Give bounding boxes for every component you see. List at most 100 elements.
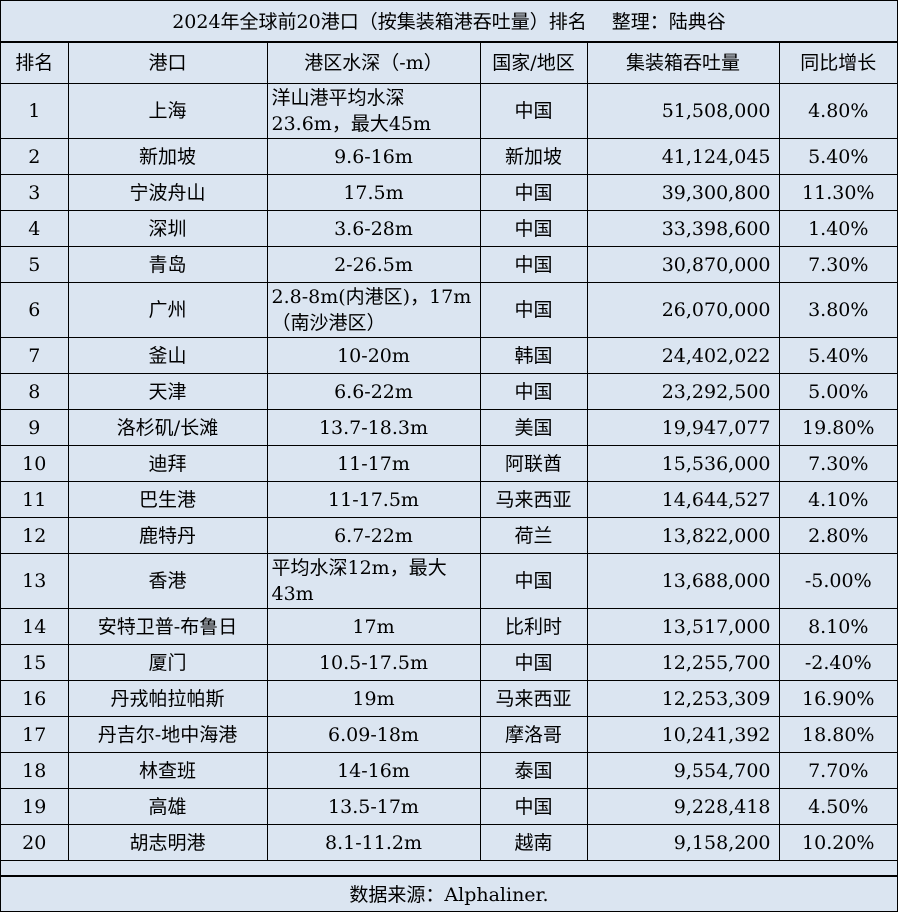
- table-body: 1 上海 洋山港平均水深23.6m，最大45m 中国 51,508,000 4.…: [1, 83, 897, 861]
- throughput-cell: 9,158,200: [586, 824, 780, 861]
- header-throughput: 集装箱吞吐量: [586, 43, 780, 84]
- rank-cell: 17: [1, 716, 69, 753]
- table-row: 5 青岛 2-26.5m 中国 30,870,000 7.30%: [1, 246, 897, 283]
- table-row: 3 宁波舟山 17.5m 中国 39,300,800 11.30%: [1, 174, 897, 211]
- depth-cell: 2.8-8m(内港区)，17m（南沙港区）: [266, 282, 481, 338]
- throughput-cell: 51,508,000: [586, 83, 780, 139]
- port-cell: 丹吉尔-地中海港: [67, 716, 268, 753]
- port-ranking-table: 排名 港口 港区水深（-m） 国家/地区 集装箱吞吐量 同比增长 1 上海 洋山…: [1, 43, 897, 861]
- rank-cell: 4: [1, 210, 69, 247]
- rank-cell: 18: [1, 752, 69, 789]
- growth-cell: 7.30%: [778, 246, 897, 283]
- table-row: 1 上海 洋山港平均水深23.6m，最大45m 中国 51,508,000 4.…: [1, 83, 897, 139]
- throughput-cell: 12,255,700: [586, 644, 780, 681]
- depth-cell: 6.09-18m: [266, 716, 481, 753]
- port-cell: 高雄: [67, 788, 268, 825]
- depth-cell: 17m: [266, 608, 481, 645]
- rank-cell: 15: [1, 644, 69, 681]
- throughput-cell: 9,228,418: [586, 788, 780, 825]
- port-cell: 安特卫普-布鲁日: [67, 608, 268, 645]
- growth-cell: -5.00%: [778, 553, 897, 609]
- growth-cell: 18.80%: [778, 716, 897, 753]
- port-cell: 天津: [67, 373, 268, 410]
- country-cell: 中国: [479, 282, 588, 338]
- rank-cell: 11: [1, 481, 69, 518]
- growth-cell: 19.80%: [778, 409, 897, 446]
- throughput-cell: 26,070,000: [586, 282, 780, 338]
- depth-cell: 10.5-17.5m: [266, 644, 481, 681]
- table-row: 14 安特卫普-布鲁日 17m 比利时 13,517,000 8.10%: [1, 608, 897, 645]
- country-cell: 韩国: [479, 337, 588, 374]
- rank-cell: 5: [1, 246, 69, 283]
- depth-cell: 2-26.5m: [266, 246, 481, 283]
- country-cell: 中国: [479, 553, 588, 609]
- growth-cell: 2.80%: [778, 517, 897, 554]
- throughput-cell: 15,536,000: [586, 445, 780, 482]
- port-cell: 深圳: [67, 210, 268, 247]
- country-cell: 中国: [479, 210, 588, 247]
- header-growth: 同比增长: [778, 43, 897, 84]
- table-title: 2024年全球前20港口（按集装箱港吞吐量）排名 整理：陆典谷: [1, 1, 897, 43]
- country-cell: 马来西亚: [479, 481, 588, 518]
- growth-cell: 3.80%: [778, 282, 897, 338]
- country-cell: 中国: [479, 174, 588, 211]
- throughput-cell: 23,292,500: [586, 373, 780, 410]
- depth-cell: 19m: [266, 680, 481, 717]
- growth-cell: 7.70%: [778, 752, 897, 789]
- depth-cell: 8.1-11.2m: [266, 824, 481, 861]
- port-cell: 巴生港: [67, 481, 268, 518]
- port-cell: 釜山: [67, 337, 268, 374]
- table-row: 15 厦门 10.5-17.5m 中国 12,255,700 -2.40%: [1, 644, 897, 681]
- country-cell: 中国: [479, 83, 588, 139]
- throughput-cell: 24,402,022: [586, 337, 780, 374]
- header-country: 国家/地区: [479, 43, 588, 84]
- growth-cell: 7.30%: [778, 445, 897, 482]
- rank-cell: 9: [1, 409, 69, 446]
- depth-cell: 13.5-17m: [266, 788, 481, 825]
- throughput-cell: 9,554,700: [586, 752, 780, 789]
- port-cell: 宁波舟山: [67, 174, 268, 211]
- port-cell: 新加坡: [67, 138, 268, 175]
- throughput-cell: 12,253,309: [586, 680, 780, 717]
- depth-cell: 14-16m: [266, 752, 481, 789]
- table-row: 17 丹吉尔-地中海港 6.09-18m 摩洛哥 10,241,392 18.8…: [1, 716, 897, 753]
- country-cell: 中国: [479, 246, 588, 283]
- growth-cell: 10.20%: [778, 824, 897, 861]
- depth-cell: 11-17m: [266, 445, 481, 482]
- data-source-note: 数据来源：Alphaliner.: [1, 875, 897, 911]
- growth-cell: 11.30%: [778, 174, 897, 211]
- rank-cell: 2: [1, 138, 69, 175]
- header-rank: 排名: [1, 43, 69, 84]
- throughput-cell: 13,688,000: [586, 553, 780, 609]
- depth-cell: 13.7-18.3m: [266, 409, 481, 446]
- depth-cell: 平均水深12m，最大43m: [266, 553, 481, 609]
- country-cell: 中国: [479, 788, 588, 825]
- port-cell: 丹戎帕拉帕斯: [67, 680, 268, 717]
- country-cell: 比利时: [479, 608, 588, 645]
- country-cell: 中国: [479, 644, 588, 681]
- growth-cell: 5.00%: [778, 373, 897, 410]
- country-cell: 马来西亚: [479, 680, 588, 717]
- throughput-cell: 41,124,045: [586, 138, 780, 175]
- header-row: 排名 港口 港区水深（-m） 国家/地区 集装箱吞吐量 同比增长: [1, 43, 897, 84]
- throughput-cell: 39,300,800: [586, 174, 780, 211]
- growth-cell: 4.10%: [778, 481, 897, 518]
- rank-cell: 3: [1, 174, 69, 211]
- table-row: 12 鹿特丹 6.7-22m 荷兰 13,822,000 2.80%: [1, 517, 897, 554]
- rank-cell: 16: [1, 680, 69, 717]
- table-row: 10 迪拜 11-17m 阿联酋 15,536,000 7.30%: [1, 445, 897, 482]
- growth-cell: 8.10%: [778, 608, 897, 645]
- table-row: 8 天津 6.6-22m 中国 23,292,500 5.00%: [1, 373, 897, 410]
- throughput-cell: 30,870,000: [586, 246, 780, 283]
- table-row: 16 丹戎帕拉帕斯 19m 马来西亚 12,253,309 16.90%: [1, 680, 897, 717]
- table-row: 11 巴生港 11-17.5m 马来西亚 14,644,527 4.10%: [1, 481, 897, 518]
- depth-cell: 3.6-28m: [266, 210, 481, 247]
- depth-cell: 6.6-22m: [266, 373, 481, 410]
- country-cell: 荷兰: [479, 517, 588, 554]
- growth-cell: 4.80%: [778, 83, 897, 139]
- throughput-cell: 13,822,000: [586, 517, 780, 554]
- country-cell: 美国: [479, 409, 588, 446]
- country-cell: 新加坡: [479, 138, 588, 175]
- depth-cell: 10-20m: [266, 337, 481, 374]
